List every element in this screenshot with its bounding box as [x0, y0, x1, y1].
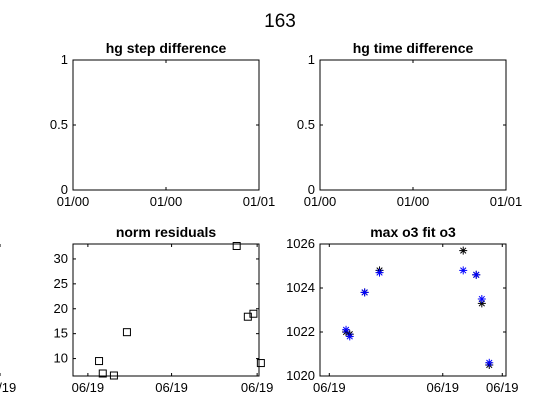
max-o3-fit-o3-ytick-label: 1022: [286, 324, 315, 339]
norm-residuals-point: [256, 359, 265, 368]
max-o3-fit-o3-xtick-label: 06/19: [486, 380, 519, 395]
norm-residuals-xtick-label: 06/19: [0, 380, 16, 395]
norm-residuals-ytick-label: 10: [54, 351, 68, 366]
hg-step-difference-ytick-label: 1: [61, 52, 68, 67]
max-o3-fit-o3-point: [485, 358, 494, 367]
max-o3-fit-o3-ytick-label: 1026: [286, 236, 315, 251]
max-o3-fit-o3-point: [345, 332, 354, 341]
hg-time-difference-frame: [319, 59, 507, 191]
norm-residuals-xtick-label: 06/19: [155, 380, 188, 395]
hg-time-difference-xtick-label: 01/00: [304, 194, 337, 209]
max-o3-fit-o3-point: [342, 325, 351, 334]
norm-residuals-frame: [72, 243, 260, 377]
hg-step-difference-frame: [72, 59, 260, 191]
norm-residuals-ytick-label: 20: [54, 301, 68, 316]
hg-time-difference-ytick-label: 1: [308, 52, 315, 67]
norm-residuals-xtick-label: 06/19: [241, 380, 274, 395]
hg-step-difference-title: hg step difference: [106, 40, 227, 56]
norm-residuals-axes: norm residuals 10 15 20 25 30 06/19 06/19 06/19 0…: [0, 224, 273, 395]
norm-residuals-xtick-label: 06/19: [72, 380, 105, 395]
hg-time-difference-ytick-label: 0.5: [297, 117, 315, 132]
hg-step-difference-ytick-label: 0: [61, 182, 68, 197]
max-o3-fit-o3-point: [459, 266, 468, 275]
norm-residuals-point: [95, 357, 104, 366]
hg-step-difference-xtick-label: 01/00: [57, 194, 90, 209]
hg-time-difference-ytick-label: 0: [308, 182, 315, 197]
norm-residuals-title: norm residuals: [116, 224, 217, 240]
hg-time-difference-xtick-label: 01/01: [490, 194, 523, 209]
max-o3-fit-o3-ytick-label: 1024: [286, 280, 315, 295]
max-o3-fit-o3-point: [459, 246, 468, 255]
norm-residuals-point: [243, 312, 252, 321]
max-o3-fit-o3-title: max o3 fit o3: [370, 224, 456, 240]
figure-title: 163: [264, 11, 296, 32]
max-o3-fit-o3-point: [472, 270, 481, 279]
norm-residuals-point: [249, 309, 258, 318]
norm-residuals-point: [109, 371, 118, 380]
norm-residuals-ytick-label: 15: [54, 326, 68, 341]
norm-residuals-ytick-label: 25: [54, 276, 68, 291]
norm-residuals-point: [122, 328, 131, 337]
hg-time-difference-axes: hg time difference 0 0.5 1 01/00 01/00 01/01: [297, 40, 522, 209]
max-o3-fit-o3-ytick-label: 1020: [286, 368, 315, 383]
hg-step-difference-xtick-label: 01/01: [243, 194, 276, 209]
max-o3-fit-o3-xtick-label: 06/19: [313, 380, 346, 395]
max-o3-fit-o3-axes: max o3 fit o3 1020 1022 1024 1026 06/19 06/19 0…: [286, 224, 518, 395]
hg-step-difference-ytick-label: 0.5: [50, 117, 68, 132]
hg-step-difference-xtick-label: 01/00: [150, 194, 183, 209]
norm-residuals-point: [232, 241, 241, 250]
norm-residuals-point: [98, 369, 107, 378]
hg-time-difference-xtick-label: 01/00: [397, 194, 430, 209]
max-o3-fit-o3-xtick-label: 06/19: [426, 380, 459, 395]
hg-time-difference-title: hg time difference: [353, 40, 474, 56]
max-o3-fit-o3-point: [360, 288, 369, 297]
max-o3-fit-o3-point: [477, 295, 486, 303]
norm-residuals-ytick-label: 30: [54, 251, 68, 266]
max-o3-fit-o3-point: [375, 268, 384, 277]
max-o3-fit-o3-frame: [319, 243, 507, 377]
hg-step-difference-axes: hg step difference 0 0.5 1 01/00 01/00 01/01: [50, 40, 275, 209]
